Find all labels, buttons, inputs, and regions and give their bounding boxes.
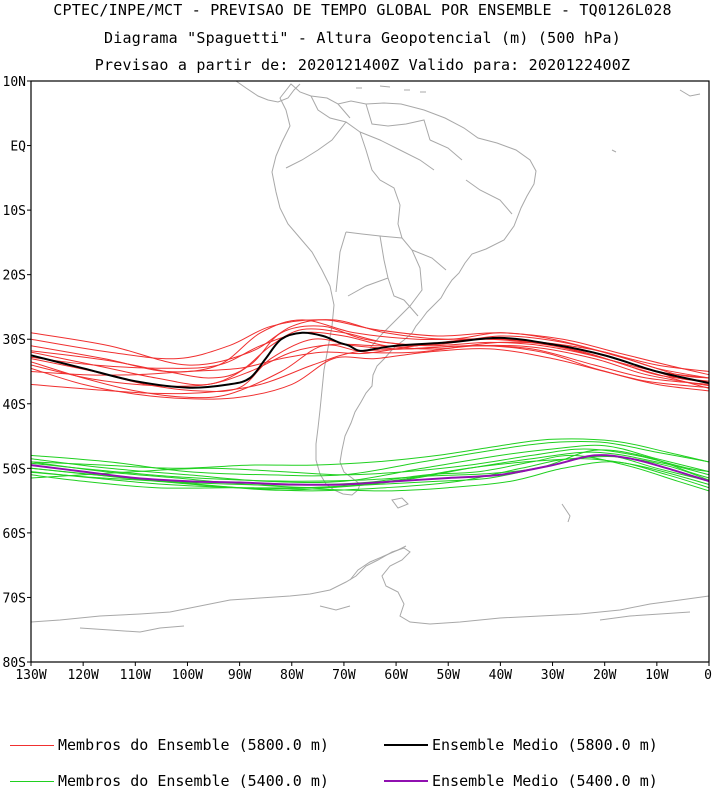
lat-tick-label: EQ [10,140,26,155]
lon-tick-label: 110W [120,668,151,683]
legend-swatch-5800-mean [384,744,428,746]
lat-tick-label: 60S [3,527,26,542]
caribbean-islands [356,85,701,153]
legend-5400-members: Membros do Ensemble (5400.0 m) [10,772,329,790]
lat-tick-label: 30S [3,333,26,348]
lat-tick-label: 10S [3,204,26,219]
contour-5400-ensemble-mean [31,454,709,486]
title-line-1: CPTEC/INPE/MCT - PREVISAO DE TEMPO GLOBA… [53,1,672,19]
contour-5800-member-7 [31,348,709,400]
contour-5800-member-11 [31,328,709,379]
falkland-islands [391,497,571,523]
map-frame [30,80,710,663]
country-borders [285,95,513,349]
legend-label-5400-mean: Ensemble Medio (5400.0 m) [432,772,658,790]
contour-5400-member-10 [31,449,709,482]
lat-tick-label: 80S [3,656,26,671]
legend-swatch-5400-members [10,780,54,782]
antarctica-coastline [31,547,709,625]
legend-label-5800-members: Membros do Ensemble (5800.0 m) [58,736,329,754]
central-america-coastline [235,81,301,103]
title-line-3: Previsao a partir de: 2020121400Z Valido… [94,56,631,74]
contour-5800-ensemble-mean [31,331,709,389]
legend-5800-mean: Ensemble Medio (5800.0 m) [384,736,658,754]
contour-5800-member-2 [31,319,709,376]
contour-5800-member-8 [31,344,709,395]
legend-swatch-5400-mean [384,780,428,782]
lon-tick-label: 130W [15,668,46,683]
lon-tick-label: 40W [489,668,513,683]
lon-tick-label: 90W [228,668,252,683]
south-america-coastline [271,83,537,496]
legend-5800-members: Membros do Ensemble (5800.0 m) [10,736,329,754]
lat-tick-label: 50S [3,462,26,477]
lat-tick-label: 70S [3,591,26,606]
lon-tick-label: 10W [645,668,669,683]
lat-tick-label: 10N [3,75,26,90]
lat-tick-label: 40S [3,398,26,413]
contour-5400-member-5 [31,461,709,492]
latitude-axis: 10N EQ 10S 20S 30S 40S 50S 60S 70S 80S [3,75,31,671]
contour-5800-member-6 [31,344,709,399]
contour-5800-member-4 [31,325,709,386]
coastlines-layer [31,81,709,633]
contour-5400-member-9 [31,454,709,492]
lon-tick-label: 80W [280,668,304,683]
lon-tick-label: 60W [384,668,408,683]
lon-tick-label: 0 [704,668,712,683]
contour-layer [31,319,709,492]
lon-tick-label: 100W [172,668,203,683]
lon-tick-label: 120W [67,668,98,683]
contour-5800-member-12 [31,338,709,389]
map-background [31,81,709,662]
lon-tick-label: 20W [593,668,617,683]
lat-tick-label: 20S [3,269,26,284]
lon-tick-label: 50W [436,668,460,683]
legend-label-5400-members: Membros do Ensemble (5400.0 m) [58,772,329,790]
lon-tick-label: 30W [541,668,565,683]
contour-5400-member-8 [31,438,709,469]
legend-label-5800-mean: Ensemble Medio (5800.0 m) [432,736,658,754]
longitude-axis: 130W 120W 110W 100W 90W 80W 70W 60W 50W 40W 30W 20W… [15,662,712,683]
legend-swatch-5800-members [10,744,54,746]
antarctic-ice-shelf [79,605,691,633]
antarctic-peninsula [349,545,407,581]
contour-5400-member-7 [31,448,709,479]
legend-5400-mean: Ensemble Medio (5400.0 m) [384,772,658,790]
lon-tick-label: 70W [332,668,356,683]
contour-5400-member-2 [31,444,709,483]
title-line-2: Diagrama "Spaguetti" - Altura Geopotenci… [104,29,621,47]
